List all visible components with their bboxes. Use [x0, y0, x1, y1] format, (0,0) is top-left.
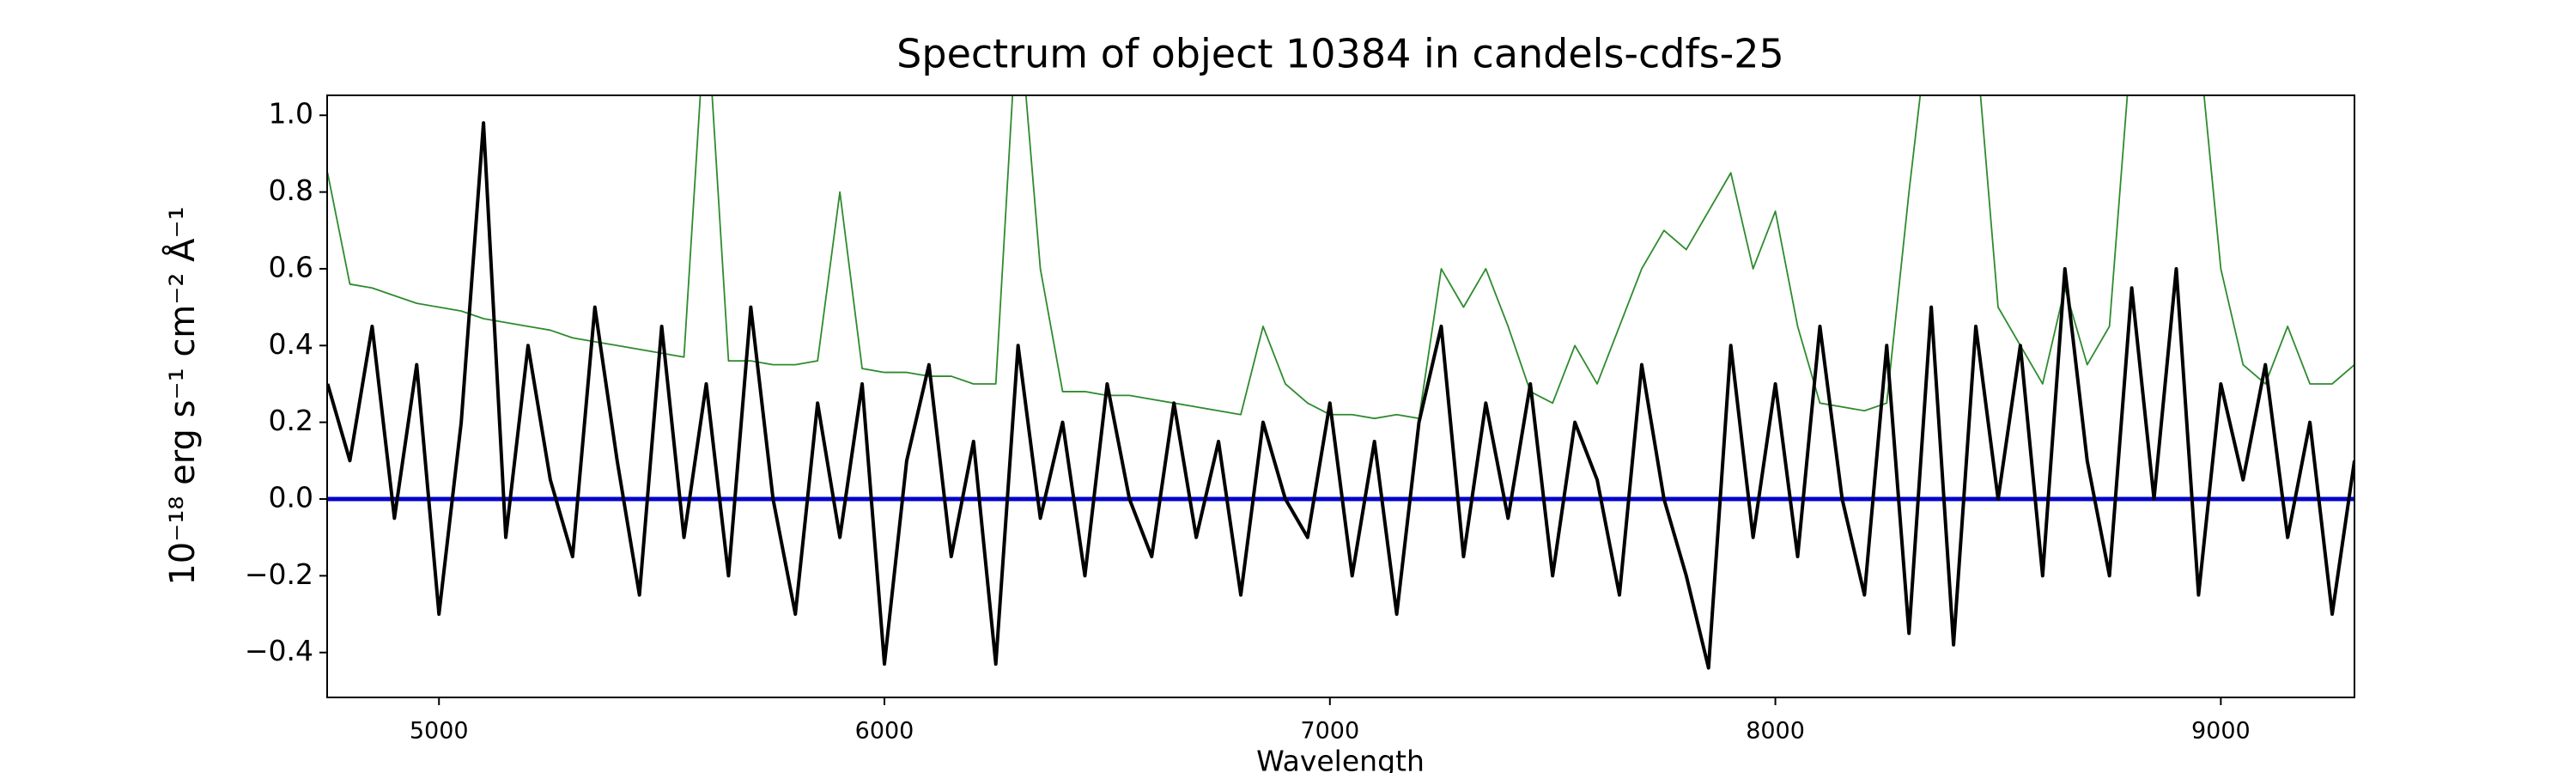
x-tick-label: 5000 [410, 718, 469, 745]
plot-area [327, 95, 2354, 670]
y-tick-label: 0.0 [269, 481, 313, 514]
spectrum-line [327, 121, 2354, 670]
y-tick-label: −0.2 [245, 557, 313, 591]
y-tick-label: 1.0 [269, 97, 313, 131]
x-tick-label: 8000 [1746, 718, 1805, 745]
x-tick-label: 6000 [855, 718, 914, 745]
y-tick-label: 0.6 [269, 250, 313, 283]
chart-title: Spectrum of object 10384 in candels-cdfs… [896, 31, 1784, 77]
y-tick-label: −0.4 [245, 634, 313, 667]
y-axis-label: 10⁻¹⁸ erg s⁻¹ cm⁻² Å⁻¹ [161, 206, 203, 585]
axes-frame [326, 94, 2355, 698]
x-tick-label: 7000 [1300, 718, 1359, 745]
y-tick-label: 0.8 [269, 173, 313, 207]
y-tick-label: 0.4 [269, 327, 313, 361]
x-tick-label: 9000 [2191, 718, 2251, 745]
y-tick-label: 0.2 [269, 404, 313, 437]
x-axis-label: Wavelength [1256, 745, 1425, 773]
